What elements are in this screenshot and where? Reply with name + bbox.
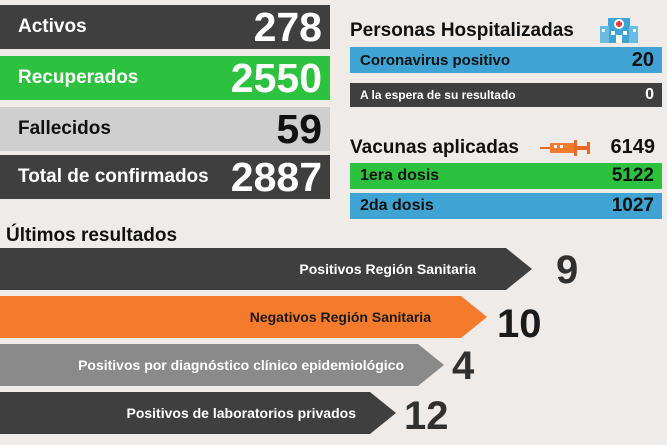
resultado-positivos-region-value: 9 [556, 248, 579, 292]
stat-recuperados-value: 2550 [230, 55, 322, 101]
vacunas-row-1era-value: 5122 [611, 165, 654, 186]
hosp-row-espera: A la espera de su resultado 0 [350, 83, 662, 107]
vacunas-row-1era: 1era dosis 5122 [350, 163, 662, 189]
resultado-negativos-region-value: 10 [497, 302, 542, 346]
vacunas-total: 6149 [610, 136, 656, 158]
stat-recuperados: Recuperados 2550 [0, 55, 330, 101]
stat-recuperados-label: Recuperados [18, 67, 139, 88]
stat-total-confirmados: Total de confirmados 2887 [0, 154, 330, 200]
hospitalizados-title: Personas Hospitalizadas [350, 20, 574, 41]
stat-activos: Activos 278 [0, 4, 330, 50]
vacunas-title: Vacunas aplicadas [350, 137, 519, 158]
resultado-positivos-region: Positivos Región Sanitaria [0, 248, 532, 290]
ultimos-title: Últimos resultados [6, 225, 178, 246]
vacunas-row-2da: 2da dosis 1027 [350, 193, 662, 219]
resultado-positivos-clinico-value: 4 [452, 344, 475, 388]
stat-total-value: 2887 [230, 154, 322, 200]
resultado-positivos-clinico: Positivos por diagnóstico clínico epidem… [0, 344, 444, 386]
resultado-negativos-region-label: Negativos Región Sanitaria [249, 309, 431, 325]
hosp-row-positivo: Coronavirus positivo 20 [350, 47, 662, 73]
stat-fallecidos-label: Fallecidos [18, 118, 111, 139]
hosp-row-positivo-value: 20 [631, 48, 654, 71]
hosp-row-espera-value: 0 [645, 86, 654, 103]
vacunas-row-2da-label: 2da dosis [360, 197, 434, 214]
hosp-row-espera-label: A la espera de su resultado [360, 88, 516, 102]
resultado-positivos-region-label: Positivos Región Sanitaria [299, 261, 476, 277]
resultado-negativos-region: Negativos Región Sanitaria [0, 296, 487, 338]
syringe-icon [540, 137, 592, 159]
vacunas-row-1era-label: 1era dosis [360, 167, 440, 184]
vacunas-row-2da-value: 1027 [611, 195, 654, 216]
stat-fallecidos: Fallecidos 59 [0, 106, 330, 152]
stat-fallecidos-value: 59 [276, 106, 322, 152]
stat-total-label: Total de confirmados [18, 166, 209, 187]
stat-activos-label: Activos [18, 16, 87, 37]
resultado-laboratorios-privados-label: Positivos de laboratorios privados [126, 405, 356, 421]
stat-activos-value: 278 [253, 4, 322, 50]
resultado-positivos-clinico-label: Positivos por diagnóstico clínico epidem… [78, 357, 404, 373]
resultado-laboratorios-privados: Positivos de laboratorios privados [0, 392, 396, 434]
hosp-row-positivo-label: Coronavirus positivo [360, 51, 511, 69]
resultado-laboratorios-privados-value: 12 [404, 394, 449, 438]
hospital-icon [598, 12, 640, 44]
